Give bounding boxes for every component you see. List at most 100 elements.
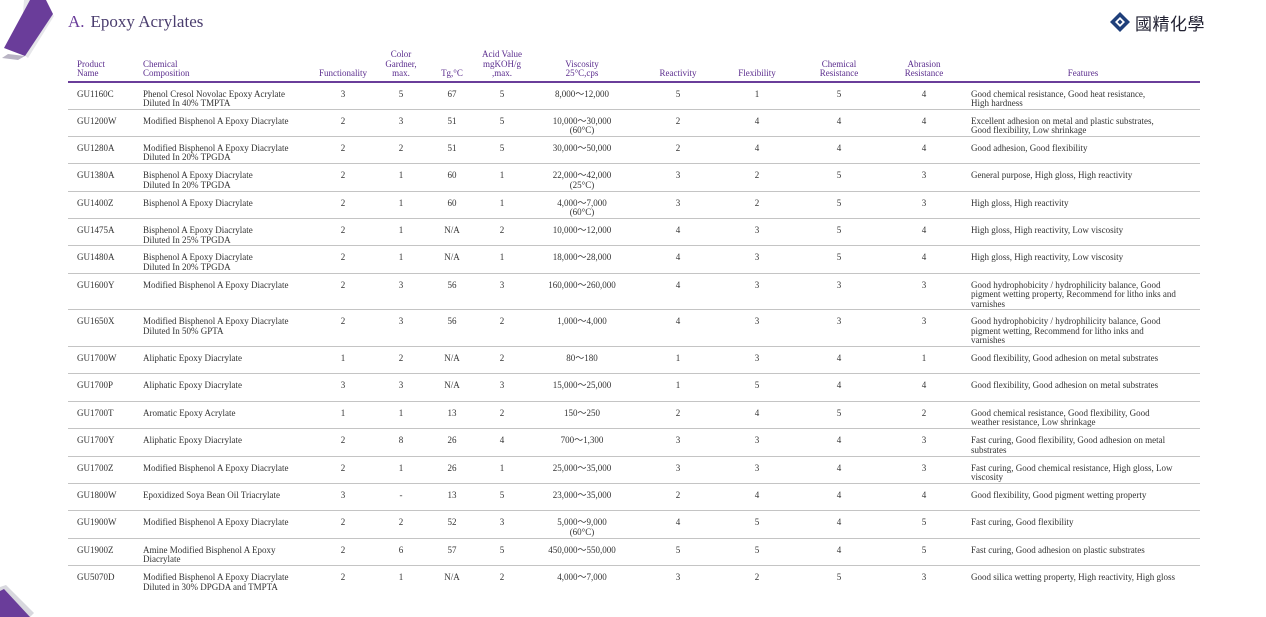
cell-abrasion-resistance: 3 xyxy=(921,170,927,181)
cell-flexibility: 3 xyxy=(754,279,760,290)
cell-viscosity: 15,000～25,000 xyxy=(552,380,612,391)
cell-viscosity: 4,000～7,000 (60°C) xyxy=(557,197,607,218)
table-row: GU1380A Bisphenol A Epoxy Diacrylate Dilut… xyxy=(68,164,1200,192)
cell-chemical-composition: Modified Bisphenol A Epoxy Diacrylate Dil… xyxy=(143,572,289,592)
cell-flexibility: 4 xyxy=(754,407,760,418)
cell-color-gardner: 1 xyxy=(398,462,404,473)
cell-tg: 51 xyxy=(447,142,457,153)
cell-product-name: GU1700P xyxy=(77,380,114,391)
cell-features: Fast curing, Good chemical resistance, H… xyxy=(971,462,1173,483)
cell-functionality: 3 xyxy=(340,88,346,99)
cell-features: Excellent adhesion on metal and plastic … xyxy=(971,115,1154,135)
table-row: GU1700T Aromatic Epoxy Acrylate 1 1 13 2 150～2… xyxy=(68,401,1200,429)
cell-reactivity: 4 xyxy=(675,517,681,528)
cell-acid-value: 2 xyxy=(499,353,505,364)
cell-flexibility: 3 xyxy=(754,252,760,263)
cell-chemical-composition: Bisphenol A Epoxy Diacrylate Diluted In 2… xyxy=(143,225,253,245)
cell-color-gardner: 2 xyxy=(398,142,404,153)
cell-acid-value: 1 xyxy=(499,197,505,208)
table-row: GU1900Z Amine Modified Bisphenol A Epoxy D… xyxy=(68,538,1200,566)
cell-features: Good adhesion, Good flexibility xyxy=(971,142,1088,153)
header-reactivity: Reactivity xyxy=(638,50,718,83)
cell-flexibility: 3 xyxy=(754,435,760,446)
cell-tg: 60 xyxy=(447,197,457,208)
cell-viscosity: 30,000～50,000 xyxy=(552,142,612,153)
cell-tg: 67 xyxy=(447,88,457,99)
cell-tg: 56 xyxy=(447,316,457,327)
cell-features: Fast curing, Good adhesion on plastic su… xyxy=(971,544,1145,555)
cell-viscosity: 25,000～35,000 xyxy=(552,462,612,473)
cell-color-gardner: 2 xyxy=(398,517,404,528)
cell-reactivity: 2 xyxy=(675,407,681,418)
table-row: GU1475A Bisphenol A Epoxy Diacrylate Dilut… xyxy=(68,219,1200,246)
cell-acid-value: 2 xyxy=(499,407,505,418)
header-product-name: Product Name xyxy=(68,50,140,83)
cell-features: Good chemical resistance, Good heat resi… xyxy=(971,88,1146,108)
cell-functionality: 3 xyxy=(340,380,346,391)
cell-product-name: GU1200W xyxy=(77,115,117,126)
cell-abrasion-resistance: 2 xyxy=(921,407,927,418)
cell-reactivity: 2 xyxy=(675,142,681,153)
cell-product-name: GU1480A xyxy=(77,252,115,263)
header-features: Features xyxy=(966,50,1200,83)
cell-chemical-composition: Aliphatic Epoxy Diacrylate xyxy=(143,435,242,446)
cell-chemical-resistance: 4 xyxy=(836,517,842,528)
cell-chemical-resistance: 4 xyxy=(836,462,842,473)
cell-tg: 51 xyxy=(447,115,457,126)
cell-abrasion-resistance: 3 xyxy=(921,435,927,446)
cell-flexibility: 3 xyxy=(754,225,760,236)
cell-flexibility: 3 xyxy=(754,462,760,473)
cell-viscosity: 1,000～4,000 xyxy=(557,316,607,327)
cell-functionality: 2 xyxy=(340,252,346,263)
cell-functionality: 2 xyxy=(340,279,346,290)
logo-text: 國精化學 xyxy=(1135,14,1205,35)
cell-product-name: GU5070D xyxy=(77,572,115,583)
cell-reactivity: 4 xyxy=(675,252,681,263)
cell-acid-value: 3 xyxy=(499,517,505,528)
cell-color-gardner: 5 xyxy=(398,88,404,99)
cell-functionality: 2 xyxy=(340,170,346,181)
cell-functionality: 2 xyxy=(340,517,346,528)
cell-reactivity: 1 xyxy=(675,353,681,364)
cell-tg: 26 xyxy=(447,462,457,473)
cell-functionality: 2 xyxy=(340,142,346,153)
header-acid-value: Acid Value mgKOH/g ,max. xyxy=(478,49,526,83)
table-row: GU1700W Aliphatic Epoxy Diacrylate 1 2 N/A 2 8… xyxy=(68,347,1200,374)
cell-chemical-composition: Epoxidized Soya Bean Oil Triacrylate xyxy=(143,489,280,500)
header-functionality: Functionality xyxy=(310,50,376,83)
cell-chemical-resistance: 5 xyxy=(836,572,842,583)
cell-chemical-composition: Modified Bisphenol A Epoxy Diacrylate Dil… xyxy=(143,142,289,163)
cell-product-name: GU1700Y xyxy=(77,435,115,446)
cell-abrasion-resistance: 4 xyxy=(921,88,927,99)
cell-acid-value: 3 xyxy=(499,380,505,391)
cell-viscosity: 4,000～7,000 xyxy=(557,572,607,583)
cell-product-name: GU1600Y xyxy=(77,279,115,290)
cell-acid-value: 1 xyxy=(499,252,505,263)
cell-tg: 56 xyxy=(447,279,457,290)
cell-abrasion-resistance: 4 xyxy=(921,115,927,126)
cell-flexibility: 3 xyxy=(754,316,760,327)
cell-product-name: GU1160C xyxy=(77,88,114,99)
table-row: GU1200W Modified Bisphenol A Epoxy Diacry… xyxy=(68,109,1200,137)
cell-chemical-composition: Modified Bisphenol A Epoxy Diacrylate xyxy=(143,279,289,290)
header-color-gardner: Color Gardner, max. xyxy=(376,49,426,83)
cell-reactivity: 3 xyxy=(675,435,681,446)
section-title: A. Epoxy Acrylates xyxy=(68,12,203,32)
corner-decoration-bottom xyxy=(0,585,34,617)
company-logo: 國精化學 xyxy=(1110,10,1205,35)
cell-chemical-composition: Bisphenol A Epoxy Diacrylate xyxy=(143,197,253,208)
cell-viscosity: 450,000～550,000 xyxy=(548,544,616,555)
table-row: GU1600Y Modified Bisphenol A Epoxy Diacry… xyxy=(68,273,1200,310)
epoxy-acrylates-table: Product Name Chemical Composition Function… xyxy=(68,49,1200,593)
cell-acid-value: 3 xyxy=(499,279,505,290)
cell-viscosity: 150～250 xyxy=(563,407,600,418)
cell-acid-value: 5 xyxy=(499,115,505,126)
cell-abrasion-resistance: 3 xyxy=(921,462,927,473)
cell-acid-value: 2 xyxy=(499,316,505,327)
cell-flexibility: 5 xyxy=(754,544,760,555)
cell-product-name: GU1280A xyxy=(77,142,115,153)
cell-flexibility: 3 xyxy=(754,353,760,364)
cell-abrasion-resistance: 3 xyxy=(921,316,927,327)
cell-functionality: 1 xyxy=(340,353,346,364)
cell-reactivity: 3 xyxy=(675,572,681,583)
